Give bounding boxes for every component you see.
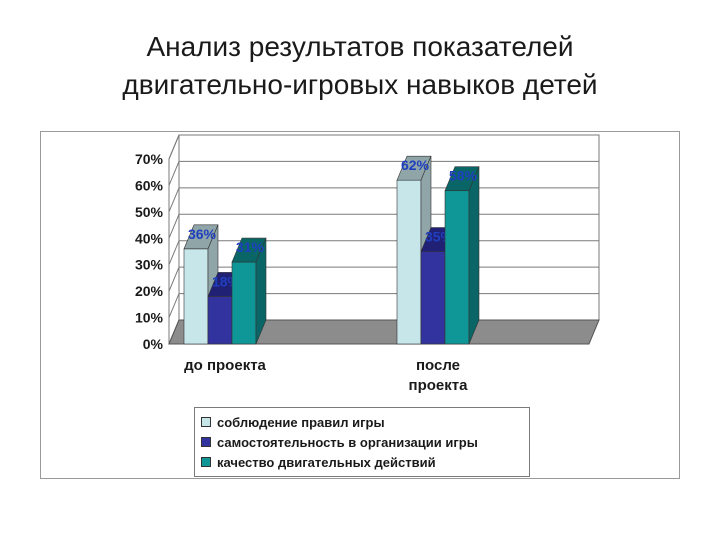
y-tick-label: 70% (135, 151, 164, 167)
y-tick-label: 30% (135, 257, 164, 273)
title-line-2: двигательно-игровых навыков детей (122, 69, 598, 100)
title-line-1: Анализ результатов показателей (146, 31, 574, 62)
legend: соблюдение правил игры самостоятельность… (194, 407, 530, 477)
legend-item-independence: самостоятельность в организации игры (201, 432, 529, 452)
bar-side (255, 237, 267, 345)
chart-area: 0% 10% 20% 30% 40% 50% 60% 70% 36% 18% 31% до проек… (40, 131, 680, 479)
gridline (168, 134, 599, 160)
data-label: 58% (449, 168, 478, 184)
chart-side-wall (168, 134, 180, 345)
legend-swatch-quality (201, 457, 211, 467)
y-tick-label: 60% (135, 177, 164, 193)
data-label: 31% (236, 239, 265, 255)
y-tick-label: 0% (143, 336, 164, 352)
bar (396, 179, 422, 345)
data-label: 62% (401, 157, 430, 173)
y-tick-label: 20% (135, 283, 164, 299)
bar-chart: 0%10%20%30%40%50%60%70%36%18%31%до проек… (135, 134, 600, 394)
legend-item-rules: соблюдение правил игры (201, 412, 529, 432)
y-tick-label: 50% (135, 204, 164, 220)
y-tick-label: 40% (135, 230, 164, 246)
bar (231, 261, 257, 345)
bar (207, 296, 233, 345)
page-title: Анализ результатов показателей двигатель… (0, 28, 720, 104)
bar (183, 248, 209, 345)
legend-swatch-independence (201, 437, 211, 447)
x-tick-label: до проекта (184, 357, 266, 374)
legend-label-quality: качество двигательных действий (217, 454, 436, 470)
bar (444, 190, 470, 345)
bar (420, 251, 446, 345)
legend-swatch-rules (201, 417, 211, 427)
x-tick-label: после (416, 357, 460, 374)
x-tick-label: проекта (409, 377, 469, 394)
legend-label-independence: самостоятельность в организации игры (217, 434, 478, 450)
legend-item-quality: качество двигательных действий (201, 452, 529, 472)
legend-label-rules: соблюдение правил игры (217, 414, 385, 430)
bar-side (468, 166, 480, 345)
gridline (168, 160, 599, 186)
y-tick-label: 10% (135, 310, 164, 326)
data-label: 36% (188, 226, 217, 242)
